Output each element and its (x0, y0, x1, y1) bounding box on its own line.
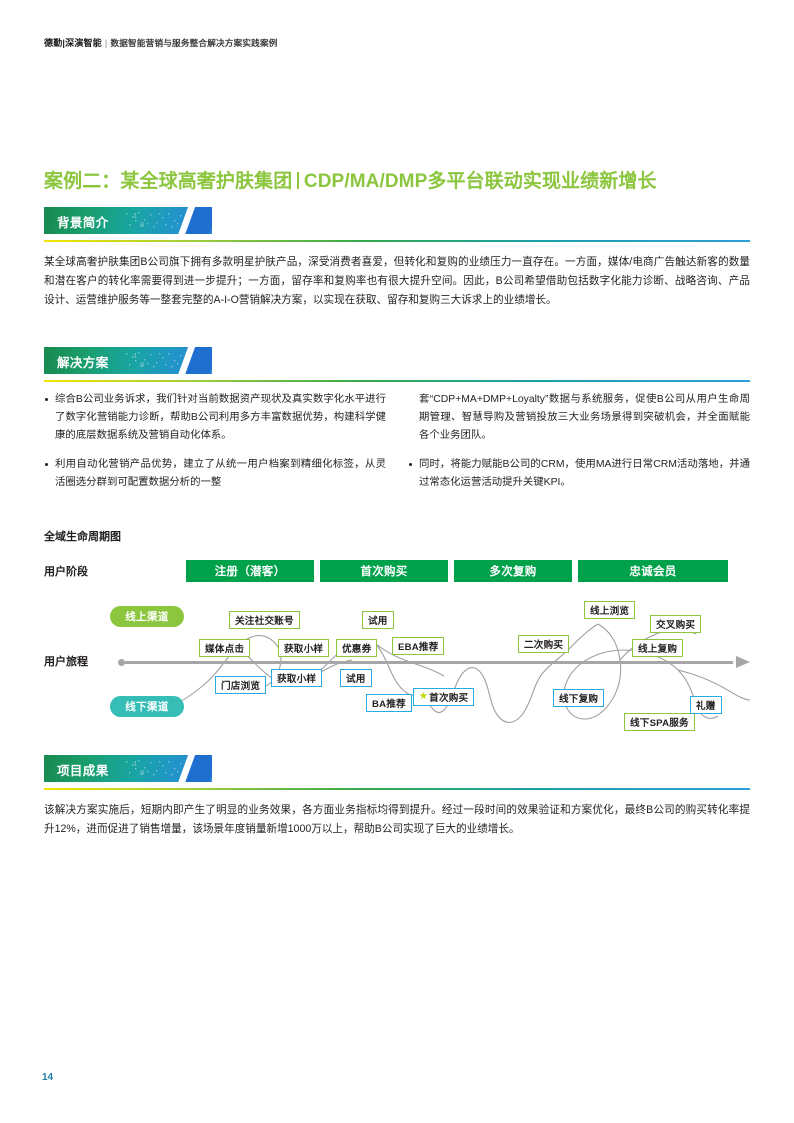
stage-button-2[interactable]: 首次购买 (320, 560, 448, 582)
touchpoint-tag[interactable]: 礼赠 (690, 696, 722, 714)
stage-button-1[interactable]: 注册（潜客） (186, 560, 314, 582)
svg-text:1: 1 (133, 353, 137, 361)
channel-pill-online[interactable]: 线上渠道 (110, 606, 184, 627)
header-brand: 德勤|深演智能 (44, 38, 102, 48)
touchpoint-tag[interactable]: 获取小样 (271, 669, 323, 687)
touchpoint-tag-first-purchase[interactable]: ★ 首次购买 (413, 688, 475, 706)
solution-left-column: 综合B公司业务诉求，我们针对当前数据资产现状及真实数字化水平进行了数字化营销能力… (44, 391, 386, 503)
channel-pill-offline[interactable]: 线下渠道 (110, 696, 184, 717)
solution-bullet: 利用自动化营销产品优势，建立了从统一用户档案到精细化标签，从灵活圈选分群到可配置… (44, 456, 386, 492)
solution-bullet: 同时，将能力赋能B公司的CRM，使用MA进行日常CRM活动落地，并通过常态化运营… (408, 456, 750, 492)
section-banner-background: 0 1 背景简介 (44, 203, 212, 239)
solution-bullet: 综合B公司业务诉求，我们针对当前数据资产现状及真实数字化水平进行了数字化营销能力… (44, 391, 386, 445)
star-icon: ★ (419, 691, 429, 702)
touchpoint-tag[interactable]: 媒体点击 (199, 639, 251, 657)
stage-button-4[interactable]: 忠诚会员 (578, 560, 728, 582)
svg-text:1: 1 (133, 761, 137, 769)
touchpoint-tag[interactable]: BA推荐 (366, 694, 412, 712)
axis-line (125, 661, 733, 664)
results-paragraph: 该解决方案实施后，短期内即产生了明显的业务效果，各方面业务指标均得到提升。经过一… (44, 804, 750, 835)
touchpoint-tag[interactable]: 优惠券 (336, 639, 378, 657)
svg-text:1: 1 (133, 213, 137, 221)
section-banner-solution: 0 1 解决方案 (44, 343, 212, 379)
header-separator: | (104, 38, 108, 48)
page-title: 案例二：某全球高奢护肤集团 CDP/MA/DMP多平台联动实现业绩新增长 (44, 166, 657, 193)
touchpoint-tag[interactable]: 试用 (340, 669, 372, 687)
svg-text:0: 0 (140, 770, 144, 778)
touchpoint-tag[interactable]: EBA推荐 (392, 637, 445, 655)
touchpoint-tag[interactable]: 试用 (362, 611, 394, 629)
axis-arrow-icon (736, 656, 750, 668)
touchpoint-tag[interactable]: 线上浏览 (584, 601, 636, 619)
svg-text:0: 0 (140, 222, 144, 230)
page-number: 14 (42, 1072, 54, 1083)
case-title-prefix: 案例二：某全球高奢护肤集团 (44, 171, 293, 192)
section-label-solution: 解决方案 (57, 356, 109, 370)
section-rule-solution (44, 380, 750, 382)
running-header: 德勤|深演智能 | 数据智能营销与服务整合解决方案实践案例 (44, 36, 278, 49)
section-rule-results (44, 788, 750, 790)
case-title-suffix: CDP/MA/DMP多平台联动实现业绩新增长 (303, 171, 657, 192)
touchpoint-tag[interactable]: 获取小样 (278, 639, 330, 657)
section-label-background: 背景简介 (57, 216, 109, 230)
solution-right-column: 套“CDP+MA+DMP+Loyalty”数据与系统服务，促使B公司从用户生命周… (408, 391, 750, 503)
header-subtitle: 数据智能营销与服务整合解决方案实践案例 (110, 38, 278, 48)
touchpoint-tag[interactable]: 线下复购 (553, 689, 605, 707)
svg-text:0: 0 (140, 362, 144, 370)
diagram-title: 全域生命周期图 (44, 531, 121, 543)
stage-button-3[interactable]: 多次复购 (454, 560, 572, 582)
section-banner-results: 0 1 项目成果 (44, 751, 212, 787)
section-label-results: 项目成果 (57, 764, 109, 778)
touchpoint-tag[interactable]: 门店浏览 (215, 676, 267, 694)
background-paragraph: 某全球高奢护肤集团B公司旗下拥有多款明星护肤产品，深受消费者喜爱，但转化和复购的… (44, 256, 750, 306)
section-rule-background (44, 240, 750, 242)
banner-dot-pattern: 0 1 (126, 760, 185, 778)
touchpoint-tag[interactable]: 线下SPA服务 (624, 713, 695, 731)
touchpoint-tag[interactable]: 二次购买 (518, 635, 570, 653)
touchpoint-tag[interactable]: 交叉购买 (650, 615, 702, 633)
journey-axis (118, 656, 750, 668)
title-divider (297, 172, 299, 189)
journey-row-label: 用户旅程 (44, 656, 88, 668)
touchpoint-label: 首次购买 (429, 693, 469, 704)
stage-row-label: 用户阶段 (44, 566, 88, 578)
axis-start-dot (118, 659, 125, 666)
solution-continued-text: 套“CDP+MA+DMP+Loyalty”数据与系统服务，促使B公司从用户生命周… (419, 394, 750, 441)
touchpoint-tag[interactable]: 关注社交账号 (229, 611, 300, 629)
touchpoint-tag[interactable]: 线上复购 (632, 639, 684, 657)
